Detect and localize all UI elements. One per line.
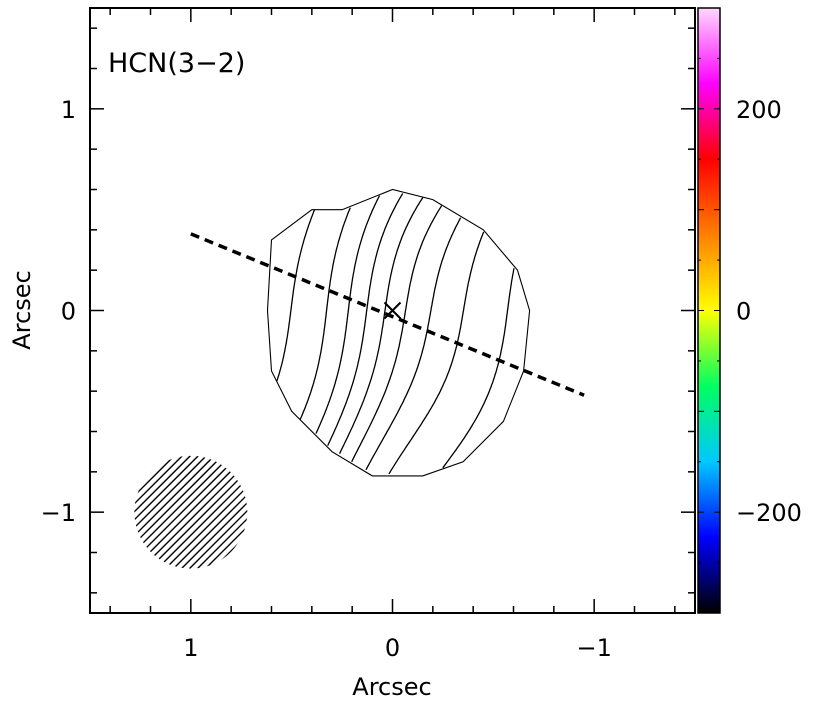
beam-hatch-line xyxy=(212,455,248,569)
x-axis-label: Arcsec xyxy=(352,673,431,701)
map-title: HCN(3−2) xyxy=(108,48,245,79)
beam-hatch-line xyxy=(134,455,199,569)
beam-hatch-line xyxy=(196,455,248,569)
beam-hatch-line xyxy=(236,455,248,569)
beam-hatch-line xyxy=(244,455,248,569)
isovelocity-contour xyxy=(365,217,462,471)
x-tick-labels: 1 0 −1 xyxy=(183,634,612,662)
y-tick-label: −1 xyxy=(41,499,76,527)
colorbar-tick-label: −200 xyxy=(736,499,802,527)
isovelocity-contour xyxy=(315,195,381,434)
colorbar-tick-label: 200 xyxy=(736,96,782,124)
y-axis-label: Arcsec xyxy=(8,270,36,349)
isovelocity-contour xyxy=(442,268,515,469)
y-tick-label: 0 xyxy=(61,298,76,326)
beam-hatch-line xyxy=(134,455,223,569)
beam-hatch-line xyxy=(204,455,248,569)
emission-outline-contour xyxy=(266,188,531,477)
beam-hatch-line xyxy=(180,455,248,569)
beam-hatch-line xyxy=(134,455,207,569)
colorbar-ticks xyxy=(698,7,720,614)
beam-hatch-line xyxy=(134,455,175,569)
beam-hatch-line xyxy=(134,455,191,569)
center-marker xyxy=(383,301,402,320)
isovelocity-contour xyxy=(388,231,485,475)
beam-hatch-line xyxy=(172,455,248,569)
beam-hatch-line xyxy=(164,455,248,569)
beam-hatch-line xyxy=(156,455,248,569)
isovelocity-contours xyxy=(266,188,531,477)
axis-ticks xyxy=(90,8,695,613)
isovelocity-contour xyxy=(276,209,316,382)
beam-hatch-line xyxy=(134,455,247,569)
beam-hatch-line xyxy=(134,455,135,569)
colorbar-tick-labels: 200 0 −200 xyxy=(736,96,802,527)
isovelocity-contour xyxy=(327,193,404,446)
colorbar-tick-label: 0 xyxy=(736,298,751,326)
isovelocity-contour xyxy=(299,207,351,420)
x-tick-label: −1 xyxy=(576,634,611,662)
isovelocity-contour xyxy=(351,205,443,463)
isovelocity-contour xyxy=(339,197,424,454)
y-tick-labels: 1 0 −1 xyxy=(41,96,76,527)
y-tick-label: 1 xyxy=(61,96,76,124)
x-tick-label: 1 xyxy=(183,634,198,662)
beam-hatch-line xyxy=(134,455,215,569)
colorbar xyxy=(698,8,720,613)
x-tick-label: 0 xyxy=(385,634,400,662)
beam-hatch-line xyxy=(188,455,248,569)
center-marker-stroke xyxy=(383,301,402,320)
beam-hatch-line xyxy=(134,455,183,569)
overlays xyxy=(190,232,585,397)
